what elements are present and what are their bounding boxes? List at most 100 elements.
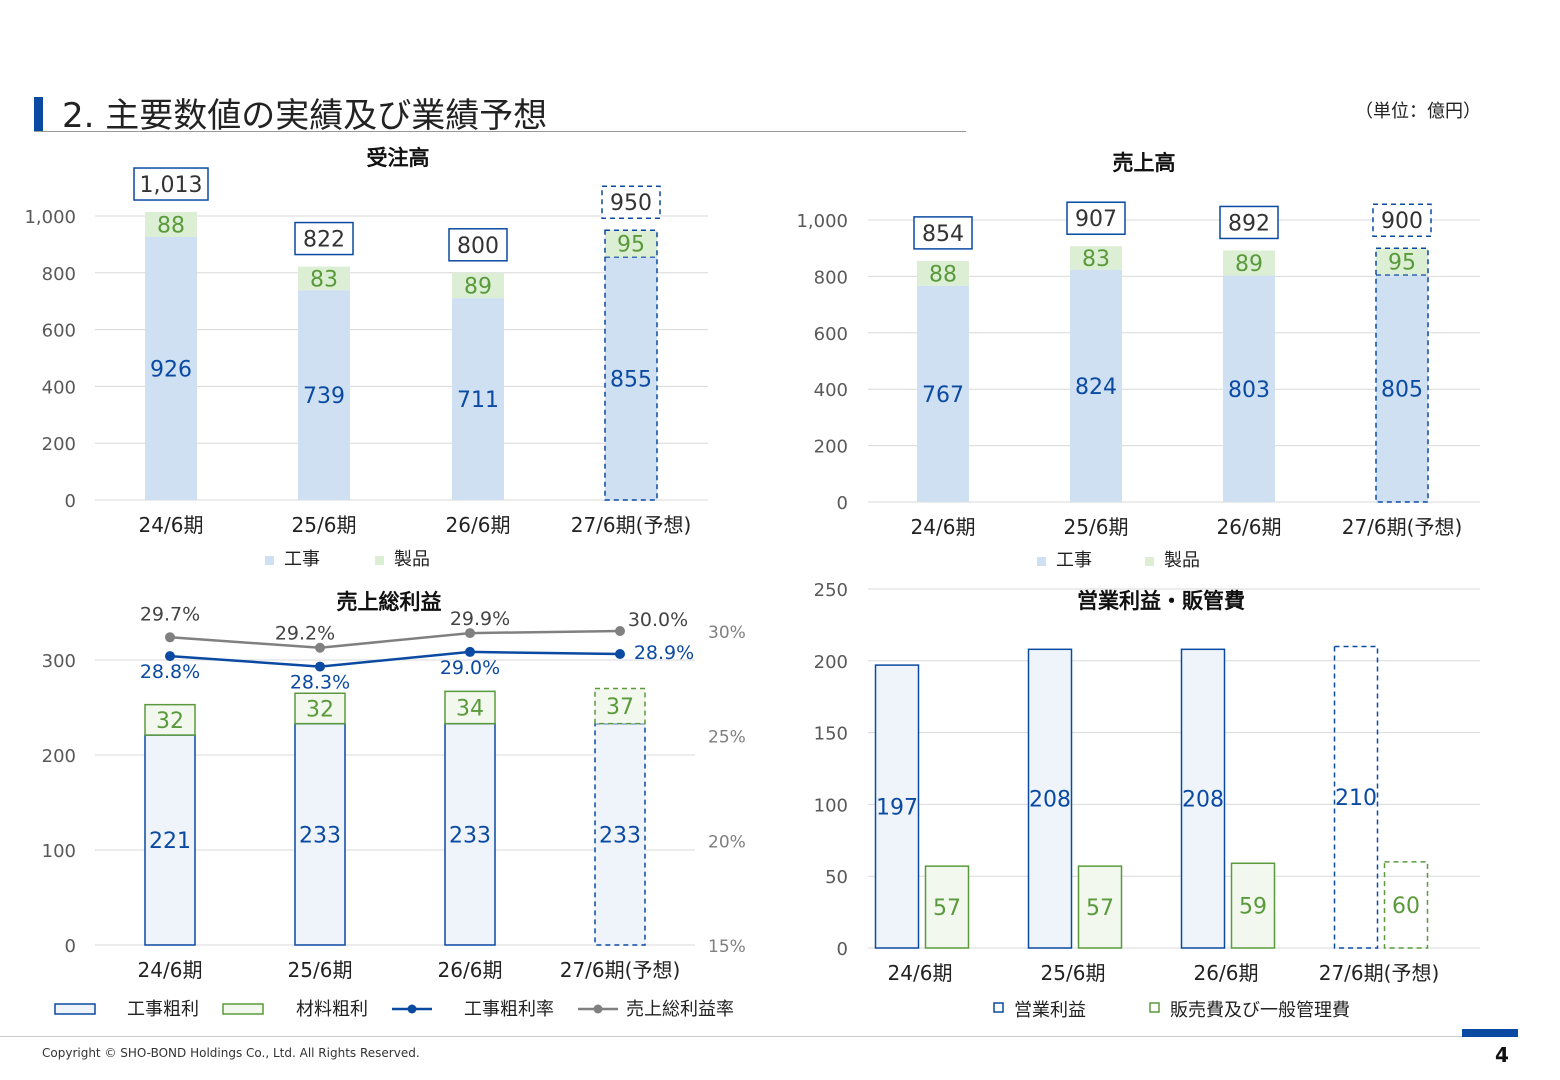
sales-bar-product bbox=[1376, 248, 1428, 275]
operating-bar-operating-profit bbox=[874, 664, 920, 949]
gross_profit-xtick-label: 27/6期(予想) bbox=[560, 958, 681, 982]
orders-label-construction: 855 bbox=[610, 368, 652, 393]
unit-note: （単位：億円） bbox=[1355, 101, 1481, 122]
gross_profit-bar-material-gross bbox=[594, 687, 646, 725]
orders-ytick-label: 400 bbox=[42, 377, 76, 398]
orders-legend-label: 工事 bbox=[284, 549, 320, 570]
gross_profit-label-material: 34 bbox=[456, 697, 484, 722]
gross_profit-line-label: 28.3% bbox=[290, 672, 350, 694]
orders-bar-product bbox=[605, 230, 657, 258]
sales-label-construction: 805 bbox=[1381, 377, 1423, 402]
sales-label-product: 83 bbox=[1082, 247, 1110, 272]
gross_profit-ytick-label: 100 bbox=[42, 841, 76, 862]
sales-ytick-label: 1,000 bbox=[796, 211, 848, 232]
operating-legend-swatch bbox=[993, 1002, 1004, 1013]
sales-bar-construction bbox=[917, 285, 969, 502]
gross_profit-line-0 bbox=[169, 650, 621, 668]
gross_profit-bar-construction-gross bbox=[444, 722, 496, 946]
operating-xtick-label: 24/6期 bbox=[888, 961, 953, 985]
gross_profit-label-material: 37 bbox=[606, 695, 634, 720]
gross_profit-line-marker bbox=[465, 628, 475, 639]
gross_profit-legend-swatch bbox=[54, 1003, 96, 1015]
operating-label-operating-profit: 208 bbox=[1182, 788, 1224, 813]
operating-label-sga: 57 bbox=[1086, 896, 1114, 921]
orders-label-product: 83 bbox=[310, 267, 338, 292]
operating-ytick-label: 50 bbox=[825, 867, 848, 888]
page-number: 4 bbox=[1495, 1043, 1509, 1067]
gross_profit-legend-marker bbox=[593, 1004, 603, 1014]
operating-label-operating-profit: 197 bbox=[876, 796, 918, 821]
sales-legend-swatch bbox=[1037, 557, 1046, 566]
sales-total-label: 907 bbox=[1075, 207, 1117, 232]
orders-total-label: 822 bbox=[303, 228, 345, 253]
operating-xtick-label: 27/6期(予想) bbox=[1319, 961, 1440, 985]
operating-ytick-label: 200 bbox=[814, 652, 848, 673]
orders-bar-product bbox=[298, 266, 350, 291]
sales-ytick-label: 0 bbox=[837, 493, 848, 514]
sales-bar-construction bbox=[1223, 275, 1275, 502]
gross_profit-xtick-label: 24/6期 bbox=[138, 958, 203, 982]
gross_profit-ytick-label: 300 bbox=[42, 651, 76, 672]
sales-bar-product bbox=[1070, 246, 1122, 270]
operating-bar-sga bbox=[1383, 861, 1429, 949]
orders-xtick-label: 26/6期 bbox=[446, 513, 511, 537]
gross_profit-line-label: 29.9% bbox=[450, 608, 510, 630]
operating-ytick-label: 250 bbox=[814, 580, 848, 601]
footer-accent-bar bbox=[1462, 1029, 1518, 1037]
sales-ytick-label: 200 bbox=[814, 437, 848, 458]
gross_profit-line-label: 28.9% bbox=[634, 642, 694, 664]
orders-ytick-label: 200 bbox=[42, 434, 76, 455]
orders-bar-construction bbox=[145, 237, 197, 501]
orders-total-box bbox=[133, 167, 209, 201]
copyright: Copyright © SHO-BOND Holdings Co., Ltd. … bbox=[42, 1046, 420, 1060]
operating-label-sga: 59 bbox=[1239, 895, 1267, 920]
operating-bar-operating-profit bbox=[1333, 645, 1379, 949]
sales-title: 売上高 bbox=[1113, 151, 1176, 175]
operating-label-operating-profit: 210 bbox=[1335, 786, 1377, 811]
orders-label-product: 89 bbox=[464, 274, 492, 299]
gross_profit-line-marker bbox=[165, 651, 175, 662]
operating-ytick-label: 100 bbox=[814, 795, 848, 816]
orders-label-construction: 739 bbox=[303, 384, 345, 409]
operating-legend-label: 販売費及び一般管理費 bbox=[1170, 1000, 1350, 1021]
gross_profit-label-material: 32 bbox=[306, 697, 334, 722]
sales-legend-swatch bbox=[1145, 557, 1154, 566]
orders-bar-construction bbox=[298, 290, 350, 500]
title-underline bbox=[34, 131, 966, 132]
page-title: 2. 主要数値の実績及び業績予想 bbox=[62, 96, 548, 136]
orders-ytick-label: 0 bbox=[65, 491, 76, 512]
operating-legend-label: 営業利益 bbox=[1014, 1000, 1086, 1021]
sales-label-product: 89 bbox=[1235, 252, 1263, 277]
sales-ytick-label: 600 bbox=[814, 324, 848, 345]
sales-bar-product bbox=[1223, 250, 1275, 276]
gross_profit-line-marker bbox=[165, 632, 175, 643]
sales-total-box bbox=[1066, 201, 1126, 235]
sales-xtick-label: 24/6期 bbox=[911, 515, 976, 539]
sales-total-box bbox=[913, 216, 973, 250]
footer-rule bbox=[0, 1036, 1518, 1037]
operating-bar-sga bbox=[1077, 865, 1123, 949]
gross_profit-line-label: 29.2% bbox=[275, 623, 335, 645]
gross_profit-line-label: 29.0% bbox=[440, 657, 500, 679]
orders-bar-construction bbox=[605, 257, 657, 500]
sales-total-box bbox=[1219, 205, 1279, 240]
sales-label-construction: 824 bbox=[1075, 375, 1117, 400]
sales-xtick-label: 27/6期(予想) bbox=[1342, 515, 1463, 539]
operating-ytick-label: 0 bbox=[837, 939, 848, 960]
sales-bar-construction bbox=[1376, 274, 1428, 502]
orders-label-construction: 711 bbox=[457, 388, 499, 413]
sales-label-product: 88 bbox=[929, 262, 957, 287]
gross_profit-ytick-label: 0 bbox=[65, 936, 76, 957]
operating-ytick-label: 150 bbox=[814, 724, 848, 745]
operating-legend-swatch bbox=[1149, 1002, 1160, 1013]
sales-total-label: 900 bbox=[1381, 209, 1423, 234]
sales-bar-product bbox=[917, 260, 969, 286]
operating-bar-operating-profit bbox=[1180, 648, 1226, 949]
orders-bar-product bbox=[452, 272, 504, 299]
title-accent-bar bbox=[34, 97, 43, 131]
orders-total-label: 950 bbox=[610, 191, 652, 216]
gross_profit-line-1 bbox=[169, 629, 621, 650]
gross_profit-line-label: 30.0% bbox=[628, 609, 688, 631]
operating-bar-sga bbox=[1230, 862, 1276, 949]
gross_profit-xtick-label: 25/6期 bbox=[288, 958, 353, 982]
